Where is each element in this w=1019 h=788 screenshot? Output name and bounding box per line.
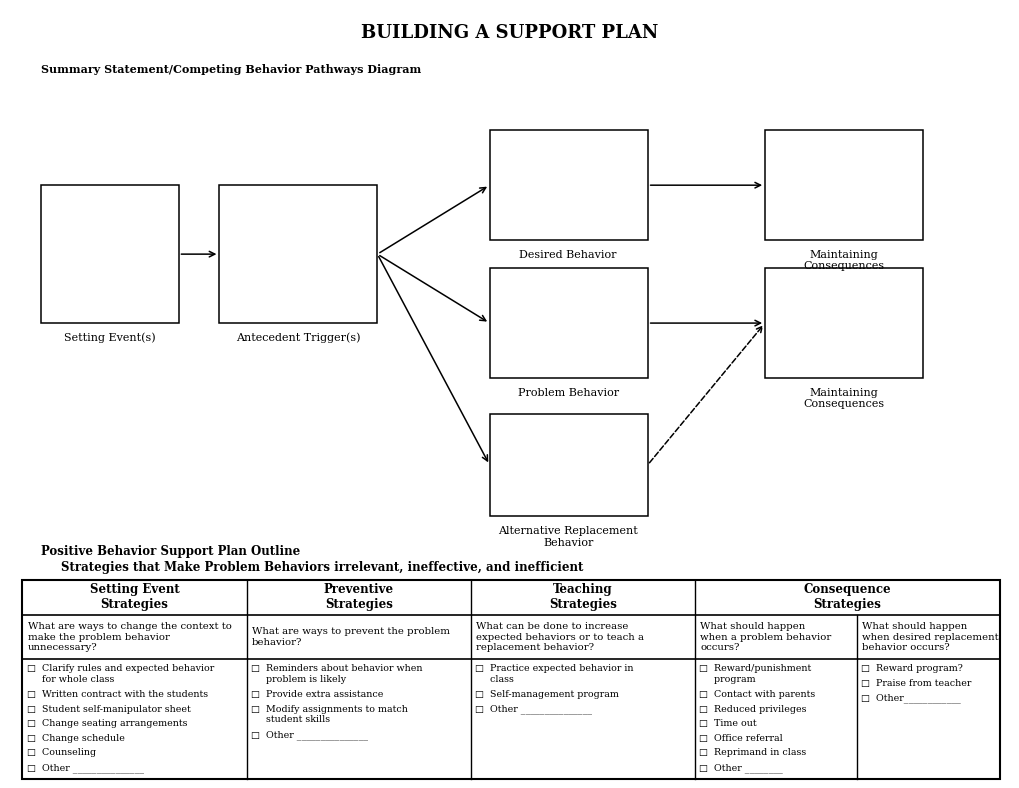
Text: □  Written contract with the students: □ Written contract with the students [26, 690, 208, 699]
Text: Strategies that Make Problem Behaviors irrelevant, ineffective, and inefficient: Strategies that Make Problem Behaviors i… [61, 561, 583, 574]
Bar [41, 185, 178, 323]
Text: What can be done to increase
expected behaviors or to teach a
replacement behavi: What can be done to increase expected be… [476, 623, 643, 652]
Text: Maintaining
Consequences: Maintaining Consequences [802, 388, 883, 409]
Bar [489, 268, 647, 378]
Text: Alternative Replacement
Behavior: Alternative Replacement Behavior [497, 526, 638, 548]
Text: □  Other____________: □ Other____________ [860, 693, 960, 703]
Text: □  Reprimand in class: □ Reprimand in class [699, 749, 806, 757]
Text: □  Office referral: □ Office referral [699, 734, 783, 743]
Bar [219, 185, 377, 323]
Text: □  Other _______________: □ Other _______________ [251, 730, 368, 741]
Text: □  Other ________: □ Other ________ [699, 763, 783, 773]
Text: □  Counseling: □ Counseling [26, 749, 96, 757]
Text: □  Practice expected behavior in
     class: □ Practice expected behavior in class [475, 664, 633, 683]
Text: □  Reminders about behavior when
     problem is likely: □ Reminders about behavior when problem … [251, 664, 422, 683]
Text: Setting Event(s): Setting Event(s) [64, 333, 156, 343]
Text: □  Praise from teacher: □ Praise from teacher [860, 678, 970, 688]
Text: Setting Event
Strategies: Setting Event Strategies [90, 583, 179, 611]
Text: □  Contact with parents: □ Contact with parents [699, 690, 815, 699]
Text: □  Reward/punishment
     program: □ Reward/punishment program [699, 664, 811, 683]
Text: □  Provide extra assistance: □ Provide extra assistance [251, 690, 383, 699]
Text: What should happen
when desired replacement
behavior occurs?: What should happen when desired replacem… [861, 623, 998, 652]
Text: □  Reduced privileges: □ Reduced privileges [699, 704, 806, 714]
Text: □  Self-management program: □ Self-management program [475, 690, 619, 699]
Text: □  Student self-manipulator sheet: □ Student self-manipulator sheet [26, 704, 191, 714]
Text: □  Clarify rules and expected behavior
     for whole class: □ Clarify rules and expected behavior fo… [26, 664, 214, 683]
Text: What are ways to prevent the problem
behavior?: What are ways to prevent the problem beh… [252, 627, 449, 647]
Bar [764, 268, 922, 378]
Text: □  Time out: □ Time out [699, 719, 756, 728]
Text: □  Change schedule: □ Change schedule [26, 734, 124, 743]
Text: Teaching
Strategies: Teaching Strategies [548, 583, 616, 611]
Bar [489, 130, 647, 240]
Text: BUILDING A SUPPORT PLAN: BUILDING A SUPPORT PLAN [361, 24, 658, 42]
Text: □  Modify assignments to match
     student skills: □ Modify assignments to match student sk… [251, 704, 408, 724]
Text: □  Reward program?: □ Reward program? [860, 664, 962, 673]
Text: Summary Statement/Competing Behavior Pathways Diagram: Summary Statement/Competing Behavior Pat… [41, 64, 421, 75]
Text: Problem Behavior: Problem Behavior [517, 388, 619, 398]
Bar [489, 414, 647, 516]
Text: What are ways to change the context to
make the problem behavior
unnecessary?: What are ways to change the context to m… [28, 623, 231, 652]
Text: Positive Behavior Support Plan Outline: Positive Behavior Support Plan Outline [41, 545, 300, 558]
Bar [764, 130, 922, 240]
Text: Desired Behavior: Desired Behavior [519, 250, 616, 260]
Text: What should happen
when a problem behavior
occurs?: What should happen when a problem behavi… [700, 623, 830, 652]
Text: Antecedent Trigger(s): Antecedent Trigger(s) [235, 333, 360, 343]
Text: □  Other _______________: □ Other _______________ [475, 704, 591, 715]
Text: Preventive
Strategies: Preventive Strategies [323, 583, 393, 611]
Text: □  Other _______________: □ Other _______________ [26, 763, 144, 773]
Text: Maintaining
Consequences: Maintaining Consequences [802, 250, 883, 271]
Text: □  Change seating arrangements: □ Change seating arrangements [26, 719, 186, 728]
Bar [22, 580, 999, 779]
Text: Consequence
Strategies: Consequence Strategies [803, 583, 891, 611]
